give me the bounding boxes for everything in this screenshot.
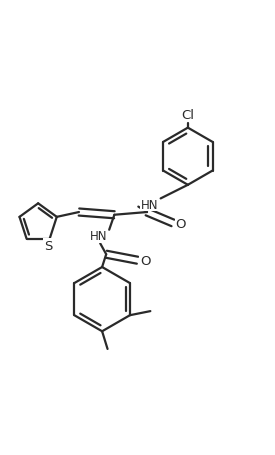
Text: O: O <box>175 217 186 230</box>
Text: S: S <box>44 239 53 253</box>
Text: HN: HN <box>141 198 158 212</box>
Text: O: O <box>140 254 150 267</box>
Text: Cl: Cl <box>181 108 194 121</box>
Text: HN: HN <box>90 230 108 243</box>
